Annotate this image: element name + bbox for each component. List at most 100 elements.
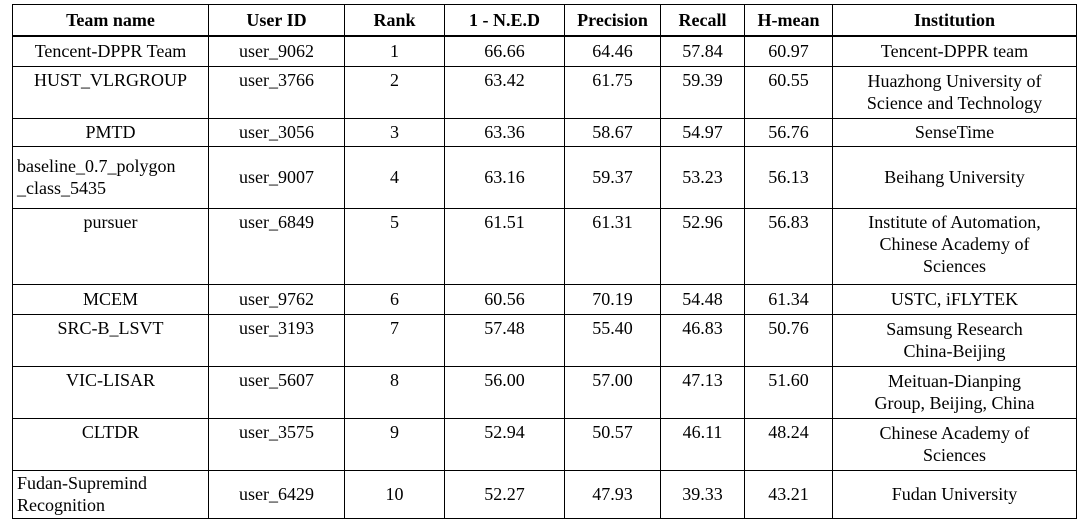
ned-cell: 63.36 xyxy=(444,118,565,147)
user-id-cell: user_9762 xyxy=(208,284,345,315)
rank-cell: 2 xyxy=(344,66,445,119)
institution-cell: Huazhong University of Science and Techn… xyxy=(832,66,1077,119)
ned-cell: 60.56 xyxy=(444,284,565,315)
hmean-cell: 56.13 xyxy=(744,146,833,209)
institution-line: Meituan-Dianping xyxy=(888,371,1021,391)
team-name-line: HUST_VLRGROUP xyxy=(33,69,188,90)
team-name-line: Recognition xyxy=(17,495,105,515)
team-name-line: Fudan-Supremind xyxy=(17,473,147,493)
institution-cell: USTC, iFLYTEK xyxy=(832,284,1077,315)
hmean-cell: 48.24 xyxy=(744,418,833,471)
team-name-line: PMTD xyxy=(85,122,136,142)
institution-line: Institute of Automation, xyxy=(868,211,1041,232)
institution-line: Chinese Academy of xyxy=(879,233,1030,254)
team-name-cell: VIC-LISAR xyxy=(12,366,209,419)
hmean-cell: 61.34 xyxy=(744,284,833,315)
header-recall: Recall xyxy=(660,4,745,37)
results-table-wrapper: Team name User ID Rank 1 - N.E.D Precisi… xyxy=(12,4,1077,519)
team-name-cell: PMTD xyxy=(12,118,209,147)
hmean-cell: 56.83 xyxy=(744,208,833,285)
hmean-cell: 50.76 xyxy=(744,314,833,367)
table-header-row: Team name User ID Rank 1 - N.E.D Precisi… xyxy=(12,4,1077,37)
institution-line: SenseTime xyxy=(914,122,995,142)
institution-line: Sciences xyxy=(923,255,986,276)
header-institution: Institution xyxy=(832,4,1077,37)
precision-cell: 57.00 xyxy=(564,366,661,419)
user-id-cell: user_9007 xyxy=(208,146,345,209)
recall-cell: 39.33 xyxy=(660,470,745,519)
ned-cell: 52.27 xyxy=(444,470,565,519)
institution-cell: Fudan University xyxy=(832,470,1077,519)
institution-cell: Tencent-DPPR team xyxy=(832,35,1077,67)
team-name-cell: HUST_VLRGROUP xyxy=(12,66,209,119)
institution-cell: Samsung Research China-Beijing xyxy=(832,314,1077,367)
rank-cell: 6 xyxy=(344,284,445,315)
team-name-line: VIC-LISAR xyxy=(66,369,155,390)
rank-cell: 8 xyxy=(344,366,445,419)
header-precision: Precision xyxy=(564,4,661,37)
institution-cell: Chinese Academy of Sciences xyxy=(832,418,1077,471)
ned-cell: 56.00 xyxy=(444,366,565,419)
team-name-cell: MCEM xyxy=(12,284,209,315)
header-rank: Rank xyxy=(344,4,445,37)
team-name-cell: SRC-B_LSVT xyxy=(12,314,209,367)
table-row: MCEM user_9762 6 60.56 70.19 54.48 61.34… xyxy=(12,284,1077,315)
team-name-line: Tencent-DPPR Team xyxy=(34,41,187,62)
institution-line: USTC, iFLYTEK xyxy=(890,289,1019,309)
header-hmean: H-mean xyxy=(744,4,833,37)
hmean-cell: 60.97 xyxy=(744,35,833,67)
recall-cell: 54.97 xyxy=(660,118,745,147)
user-id-cell: user_3766 xyxy=(208,66,345,119)
team-name-line: baseline_0.7_polygon xyxy=(17,156,176,176)
user-id-cell: user_5607 xyxy=(208,366,345,419)
institution-line: Sciences xyxy=(923,445,986,465)
user-id-cell: user_6849 xyxy=(208,208,345,285)
ned-cell: 52.94 xyxy=(444,418,565,471)
rank-cell: 7 xyxy=(344,314,445,367)
user-id-cell: user_9062 xyxy=(208,35,345,67)
precision-cell: 47.93 xyxy=(564,470,661,519)
table-row: pursuer user_6849 5 61.51 61.31 52.96 56… xyxy=(12,208,1077,285)
institution-line: Group, Beijing, China xyxy=(874,393,1035,413)
recall-cell: 57.84 xyxy=(660,35,745,67)
results-table: Team name User ID Rank 1 - N.E.D Precisi… xyxy=(12,4,1077,519)
rank-cell: 1 xyxy=(344,35,445,67)
hmean-cell: 51.60 xyxy=(744,366,833,419)
team-name-line: MCEM xyxy=(82,289,138,309)
ned-cell: 57.48 xyxy=(444,314,565,367)
user-id-cell: user_3193 xyxy=(208,314,345,367)
team-name-line: SRC-B_LSVT xyxy=(57,317,164,338)
precision-cell: 55.40 xyxy=(564,314,661,367)
institution-cell: Institute of Automation, Chinese Academy… xyxy=(832,208,1077,285)
table-row: baseline_0.7_polygon _class_5435 user_90… xyxy=(12,146,1077,209)
rank-cell: 4 xyxy=(344,146,445,209)
hmean-cell: 43.21 xyxy=(744,470,833,519)
institution-cell: SenseTime xyxy=(832,118,1077,147)
precision-cell: 59.37 xyxy=(564,146,661,209)
institution-cell: Meituan-Dianping Group, Beijing, China xyxy=(832,366,1077,419)
table-row: HUST_VLRGROUP user_3766 2 63.42 61.75 59… xyxy=(12,66,1077,119)
precision-cell: 58.67 xyxy=(564,118,661,147)
header-user-id: User ID xyxy=(208,4,345,37)
institution-line: Huazhong University of xyxy=(867,71,1042,91)
header-ned: 1 - N.E.D xyxy=(444,4,565,37)
table-row: Fudan-Supremind Recognition user_6429 10… xyxy=(12,470,1077,519)
user-id-cell: user_6429 xyxy=(208,470,345,519)
team-name-cell: baseline_0.7_polygon _class_5435 xyxy=(12,146,209,209)
user-id-cell: user_3056 xyxy=(208,118,345,147)
team-name-cell: Tencent-DPPR Team xyxy=(12,35,209,67)
team-name-cell: pursuer xyxy=(12,208,209,285)
table-row: SRC-B_LSVT user_3193 7 57.48 55.40 46.83… xyxy=(12,314,1077,367)
precision-cell: 50.57 xyxy=(564,418,661,471)
recall-cell: 46.83 xyxy=(660,314,745,367)
precision-cell: 64.46 xyxy=(564,35,661,67)
precision-cell: 70.19 xyxy=(564,284,661,315)
team-name-line: _class_5435 xyxy=(17,178,106,198)
table-row: Tencent-DPPR Team user_9062 1 66.66 64.4… xyxy=(12,35,1077,67)
institution-line: Science and Technology xyxy=(866,93,1043,113)
institution-line: Fudan University xyxy=(891,484,1018,504)
precision-cell: 61.75 xyxy=(564,66,661,119)
rank-cell: 5 xyxy=(344,208,445,285)
recall-cell: 59.39 xyxy=(660,66,745,119)
ned-cell: 61.51 xyxy=(444,208,565,285)
